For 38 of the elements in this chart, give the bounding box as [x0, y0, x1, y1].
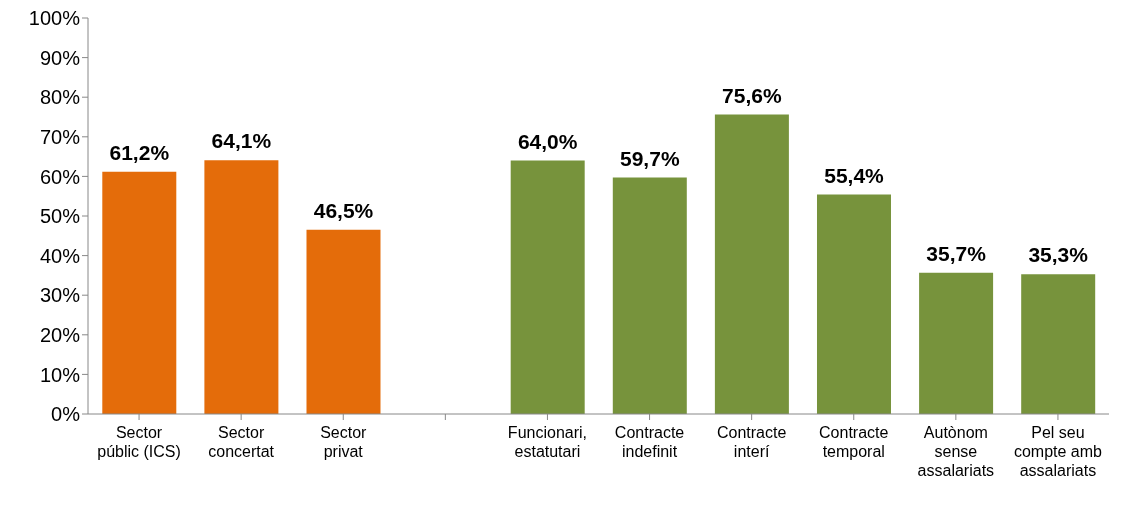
- x-tick-label: Pel seu compte amb assalariats: [1013, 424, 1103, 479]
- y-tick-label: 60%: [39, 165, 81, 188]
- x-tick-label: Sector públic (ICS): [97, 424, 181, 460]
- bar: [1021, 274, 1096, 414]
- x-tick-label: Funcionari, estatutari: [507, 424, 588, 460]
- data-label: 46,5%: [313, 198, 374, 222]
- data-label: 64,0%: [517, 129, 578, 153]
- bar: [102, 171, 177, 414]
- bar: [204, 160, 279, 414]
- bar: [714, 114, 789, 414]
- data-label: 55,4%: [824, 163, 885, 187]
- data-label: 64,1%: [211, 129, 272, 153]
- x-tick-label: Contracte temporal: [819, 424, 889, 460]
- data-label: 35,7%: [926, 241, 987, 265]
- y-tick-label: 20%: [39, 323, 81, 346]
- bar: [816, 194, 891, 414]
- y-tick-label: 80%: [39, 86, 81, 109]
- y-tick-label: 50%: [39, 205, 81, 228]
- x-tick-label: Sector concertat: [208, 424, 275, 460]
- y-tick-label: 90%: [39, 46, 81, 69]
- y-tick-label: 30%: [39, 284, 81, 307]
- data-label: 59,7%: [620, 146, 680, 170]
- x-tick-label: Sector privat: [320, 424, 368, 460]
- y-tick-label: 0%: [51, 403, 81, 426]
- y-tick-label: 100%: [28, 7, 81, 30]
- x-tick-label: Contracte indefinit: [614, 424, 685, 460]
- x-tick-label: Contracte interí: [716, 424, 787, 460]
- data-label: 35,3%: [1028, 243, 1089, 267]
- bar: [510, 160, 585, 414]
- data-label: 75,6%: [722, 83, 782, 107]
- y-tick-label: 70%: [39, 125, 81, 148]
- data-label: 61,2%: [109, 140, 170, 164]
- y-tick-label: 40%: [39, 244, 81, 267]
- bar: [919, 272, 994, 414]
- bar: [306, 229, 381, 414]
- bar: [612, 177, 687, 414]
- y-tick-label: 10%: [39, 363, 81, 386]
- x-tick-label: Autònom sense assalariats: [917, 424, 995, 479]
